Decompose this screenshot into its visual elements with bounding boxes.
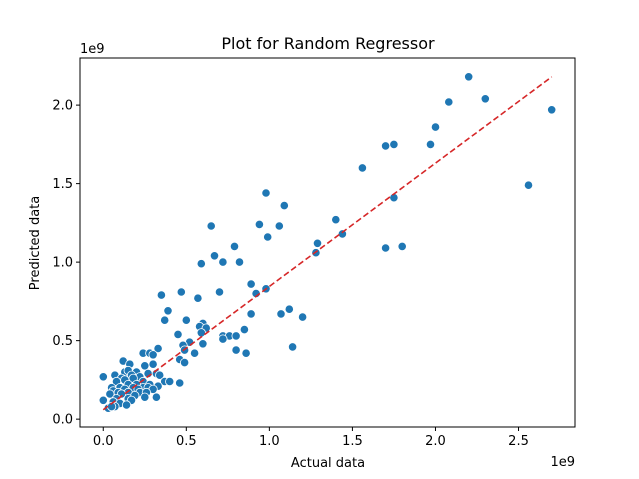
data-point [254,219,264,229]
data-point [444,97,454,107]
data-point [198,339,208,349]
y-tick-label: 1.5 [52,177,73,192]
data-point [261,188,271,198]
data-point [209,251,220,261]
data-point [331,215,341,225]
data-point [430,122,441,132]
x-tick-label: 2.0 [425,434,446,449]
x-axis-label: Actual data [291,456,365,471]
data-point [547,105,557,115]
y-offset-label: 1e9 [80,42,105,57]
data-point [190,348,200,358]
data-point [181,315,191,325]
x-tick-label: 0.0 [93,434,114,449]
plot-frame [79,57,576,428]
x-tick-label: 1.0 [259,434,280,449]
data-point [105,389,115,399]
data-point [337,229,347,239]
data-point [163,306,173,316]
data-point [229,241,240,251]
data-point [312,238,323,248]
data-point [140,361,150,371]
y-tick-label: 0.5 [52,334,73,349]
y-tick-label: 2.0 [52,99,73,114]
data-point [263,232,273,242]
data-point [425,139,436,149]
x-tick-label: 0.5 [176,434,197,449]
data-point [160,315,170,325]
data-point [148,350,158,360]
points-layer [98,72,557,413]
data-point [523,180,534,190]
data-point [206,221,216,231]
data-point [153,343,163,354]
data-point [151,392,161,402]
data-point [156,290,166,300]
data-point [231,345,241,355]
data-point [98,372,108,382]
data-point [276,309,286,319]
data-point [155,370,165,380]
data-point [284,304,294,314]
data-point [173,329,183,339]
data-point [239,324,249,335]
y-tick-label: 1.0 [52,256,73,271]
data-point [165,376,175,387]
data-point [380,141,391,151]
data-point [214,287,225,297]
x-tick-label: 1.5 [342,434,363,449]
data-point [246,309,256,319]
data-point [480,94,490,104]
x-offset-label: 1e9 [550,455,575,470]
data-point [196,259,206,269]
data-point [464,72,474,82]
data-point [196,328,206,338]
data-point [231,331,241,341]
data-point [121,400,132,410]
data-point [234,257,245,267]
data-point [175,378,185,388]
data-point [380,243,391,253]
x-tick-label: 2.5 [508,434,529,449]
data-point [246,279,256,289]
data-point [274,221,284,231]
data-point [218,257,228,267]
data-point [357,163,367,173]
y-axis-label: Predicted data [28,196,43,290]
data-point [287,342,298,352]
data-point [397,241,407,251]
data-point [140,392,150,402]
data-point [297,312,308,322]
y-tick-label: 0.0 [52,413,73,428]
data-point [218,334,228,344]
data-point [241,348,251,358]
plot-area [79,57,576,428]
data-point [389,139,399,149]
y-axis-ticks: 0.0 0.5 1.0 1.5 2.0 [52,99,80,428]
reference-line [102,76,553,411]
data-point [98,395,108,405]
data-point [176,287,186,297]
data-point [279,201,289,211]
data-point [148,359,158,369]
data-point [180,357,190,368]
chart-title: Plot for Random Regressor [221,34,435,53]
x-axis-ticks: 0.0 0.5 1.0 1.5 2.0 2.5 [93,427,529,449]
data-point [193,293,203,303]
